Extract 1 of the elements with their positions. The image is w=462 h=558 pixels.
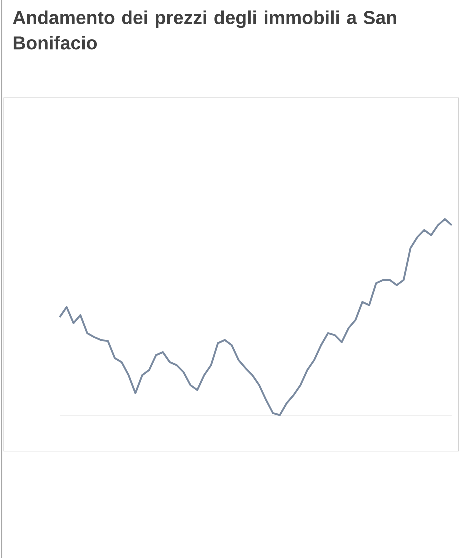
chart-title: Andamento dei prezzi degli immobili a San Bonifacio [13, 10, 396, 50]
